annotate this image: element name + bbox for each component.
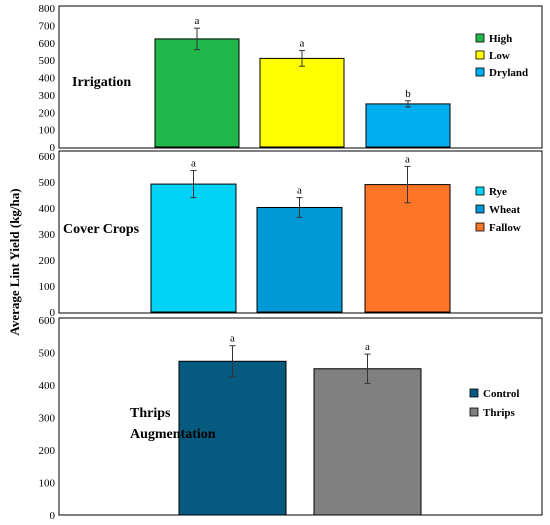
legend-swatch-wheat [475, 204, 485, 214]
significance-letter-low: a [300, 38, 305, 50]
panel-3-label-line-1: Thrips [130, 406, 171, 421]
legend-swatch-control [469, 388, 479, 398]
panel-3-legend: Control Thrips [469, 388, 519, 419]
legend-label-low: Low [489, 50, 510, 62]
error-bar-wheat [296, 197, 303, 218]
significance-letter-rye: a [191, 158, 196, 170]
panel-1-legend: High Low Dryland [475, 33, 528, 79]
legend-label-fallow: Fallow [489, 222, 521, 234]
panel-2-y-tick-1: 100 [39, 281, 56, 293]
legend-label-thrips: Thrips [483, 407, 516, 419]
panels: 0 100 200 300 400 500 600 700 800 a a b Irrigation Hi… [39, 3, 543, 522]
legend-label-dryland: Dryland [489, 67, 528, 79]
significance-letter-high: a [195, 15, 200, 27]
bar-rye [150, 183, 237, 313]
bar-high [154, 38, 240, 148]
panel-1-y-tick-0: 0 [50, 142, 56, 154]
panel-1-y-tick-1: 100 [39, 125, 56, 137]
panel-2-y-tick-2: 200 [39, 255, 56, 267]
panel-2-frame [58, 150, 543, 314]
error-bar-dryland [405, 100, 411, 108]
panel-2-y-tick-3: 300 [39, 229, 56, 241]
panel-1-y-tick-5: 500 [39, 55, 56, 67]
error-bar-low [299, 50, 305, 67]
panel-3-label-line-2: Augmentation [130, 427, 216, 442]
panel-2: 0 100 200 300 400 500 600 a a a Cover Crops Rye Whea… [39, 150, 543, 319]
legend-label-rye: Rye [489, 186, 507, 198]
panel-3-y-tick-5: 500 [39, 348, 56, 360]
legend-swatch-low [475, 50, 485, 60]
panel-1: 0 100 200 300 400 500 600 700 800 a a b Irrigation Hi… [39, 3, 543, 154]
panel-2-y-tick-6: 600 [39, 151, 56, 163]
error-bar-fallow [404, 165, 411, 204]
panel-3-frame [58, 317, 543, 516]
panel-1-y-tick-6: 600 [39, 38, 56, 50]
legend-label-control: Control [483, 388, 519, 400]
bar-fallow [364, 184, 451, 313]
panel-2-label-line-1: Cover Crops [63, 222, 140, 237]
legend-label-wheat: Wheat [489, 204, 521, 216]
error-bar-high [194, 27, 200, 51]
significance-letter-thrips: a [365, 341, 370, 353]
panel-1-y-tick-8: 800 [39, 3, 56, 15]
panel-3-y-tick-0: 0 [50, 510, 56, 522]
significance-letter-wheat: a [297, 185, 302, 197]
legend-swatch-dryland [475, 67, 485, 77]
panel-3-y-tick-6: 600 [39, 315, 56, 327]
panel-2-y-tick-5: 500 [39, 177, 56, 189]
legend-swatch-rye [475, 186, 485, 196]
panel-1-frame [58, 5, 543, 149]
error-bar-thrips [364, 353, 371, 384]
panel-1-label-line-1: Irrigation [72, 75, 131, 90]
panel-1-y-tick-7: 700 [39, 20, 56, 32]
legend-swatch-high [475, 33, 485, 43]
legend-label-high: High [489, 33, 512, 45]
y-axis-label: Average Lint Yield (kg/ha) [7, 188, 22, 335]
bar-wheat [256, 206, 343, 313]
bar-thrips [313, 368, 422, 516]
panel-3: 0 100 200 300 400 500 600 a a Thrips Augmentation C… [39, 315, 543, 522]
legend-swatch-thrips [469, 407, 479, 417]
panel-1-y-tick-3: 300 [39, 90, 56, 102]
panel-3-y-tick-3: 300 [39, 413, 56, 425]
bar-low [259, 57, 345, 148]
error-bar-rye [190, 170, 197, 199]
error-bar-control [229, 345, 236, 378]
panel-2-legend: Rye Wheat Fallow [475, 186, 521, 234]
significance-letter-dryland: b [405, 88, 411, 100]
panel-2-y-tick-4: 400 [39, 203, 56, 215]
panel-3-y-tick-4: 400 [39, 380, 56, 392]
legend-swatch-fallow [475, 222, 485, 232]
significance-letter-control: a [230, 333, 235, 345]
panel-2-y-tick-0: 0 [50, 307, 56, 319]
significance-letter-fallow: a [405, 153, 410, 165]
bar-dryland [365, 103, 451, 148]
bar-control [178, 360, 287, 516]
panel-3-y-tick-1: 100 [39, 478, 56, 490]
panel-1-y-tick-2: 200 [39, 107, 56, 119]
panel-3-y-tick-2: 200 [39, 445, 56, 457]
panel-1-y-tick-4: 400 [39, 73, 56, 85]
